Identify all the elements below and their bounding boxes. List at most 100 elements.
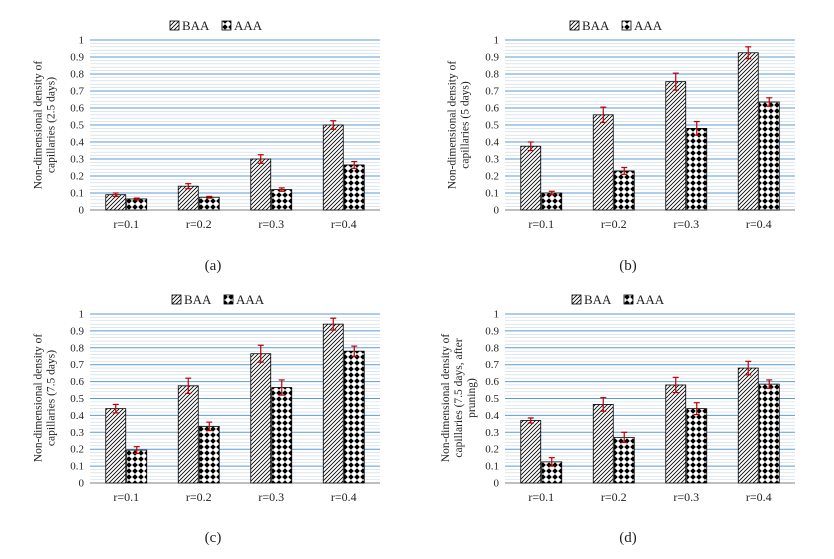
bar-aaa	[613, 436, 635, 484]
x-category-label: r=0.3	[258, 490, 284, 504]
x-category-label: r=0.1	[113, 217, 139, 231]
x-category-label: r=0.4	[331, 217, 357, 231]
legend-swatch-baa	[171, 294, 182, 305]
legend: BAA AAA	[569, 18, 663, 33]
bar-baa	[592, 404, 614, 484]
y-tick-label: 0	[79, 205, 85, 217]
bar-aaa	[343, 350, 365, 484]
x-category-label: r=0.4	[331, 490, 357, 504]
x-category-label: r=0.3	[258, 217, 284, 231]
y-axis-label: Non-dimensional density of	[440, 334, 452, 463]
legend-swatch-aaa	[621, 20, 632, 31]
error-bar	[672, 376, 679, 394]
bar-baa	[665, 81, 687, 211]
y-tick-label: 0.3	[70, 154, 84, 166]
error-bar	[133, 446, 140, 455]
y-tick-label: 0.4	[70, 410, 84, 422]
bar-aaa	[198, 425, 220, 484]
y-tick-label: 0.9	[70, 52, 84, 64]
bar-baa	[737, 52, 759, 211]
error-bar	[693, 120, 700, 136]
legend-label-baa: BAA	[584, 292, 612, 307]
error-bar	[257, 154, 264, 164]
error-bar	[257, 344, 264, 363]
panel-label: (d)	[619, 530, 637, 546]
y-tick-label: 0.2	[70, 444, 84, 456]
bar-baa	[177, 385, 199, 484]
y-tick-label: 0.8	[485, 342, 499, 354]
error-bar	[693, 402, 700, 416]
y-tick-label: 0.1	[485, 461, 499, 473]
y-tick-label: 1	[79, 35, 85, 47]
x-category-label: r=0.2	[601, 217, 627, 231]
legend: BAA AAA	[571, 292, 665, 307]
y-tick-label: 0.3	[485, 427, 499, 439]
legend-swatch-baa	[169, 20, 180, 31]
panel-label: (a)	[205, 258, 222, 274]
bar-baa	[665, 384, 687, 484]
y-tick-label: 0.3	[485, 154, 499, 166]
x-category-label: r=0.3	[673, 490, 699, 504]
bar-baa	[177, 185, 199, 211]
error-bar	[745, 46, 752, 60]
y-tick-label: 0.5	[70, 393, 84, 405]
y-axis-label: Non-dimensional density of	[33, 61, 45, 190]
bar-baa	[592, 114, 614, 211]
bar-aaa	[541, 192, 563, 211]
bar-baa	[520, 145, 542, 211]
x-category-label: r=0.3	[673, 217, 699, 231]
legend-swatch-baa	[569, 20, 580, 31]
bar-aaa	[686, 408, 708, 484]
bar-aaa	[758, 383, 780, 484]
y-tick-label: 0.7	[485, 86, 499, 98]
y-tick-label: 0.2	[485, 444, 499, 456]
bar-aaa	[343, 164, 365, 211]
legend-label-aaa: AAA	[636, 292, 665, 307]
y-axis-label: capillaries (7.5 days)	[46, 350, 58, 446]
y-tick-label: 0.5	[485, 393, 499, 405]
error-bar	[766, 379, 773, 389]
y-tick-label: 0.7	[70, 86, 84, 98]
y-tick-label: 0.2	[485, 171, 499, 183]
error-bar	[206, 195, 213, 199]
error-bar	[548, 457, 555, 467]
y-tick-label: 0.6	[70, 103, 84, 115]
x-category-label: r=0.1	[113, 490, 139, 504]
y-tick-label: 1	[494, 35, 500, 47]
error-bar	[330, 317, 337, 331]
y-tick-label: 0.5	[70, 120, 84, 132]
bar-baa	[250, 353, 272, 484]
bar-aaa	[686, 127, 708, 211]
y-tick-label: 0.6	[485, 376, 499, 388]
bar-aaa	[126, 449, 148, 484]
error-bar	[527, 141, 534, 152]
panel-label: (c)	[205, 530, 222, 546]
bar-baa	[322, 124, 344, 211]
y-tick-label: 0.2	[70, 171, 84, 183]
error-bar	[133, 197, 140, 201]
error-bar	[766, 97, 773, 107]
error-bar	[548, 190, 555, 196]
y-axis-label: pruning)	[466, 378, 478, 418]
y-tick-label: 0.5	[485, 120, 499, 132]
error-bar	[672, 72, 679, 91]
x-category-label: r=0.2	[186, 217, 212, 231]
error-bar	[112, 192, 119, 197]
legend: BAA AAA	[171, 292, 265, 307]
legend-label-aaa: AAA	[634, 18, 663, 33]
y-tick-label: 0.6	[70, 376, 84, 388]
y-axis-label: capillaries (5 days)	[460, 81, 472, 169]
y-tick-label: 0.4	[70, 137, 84, 149]
y-tick-label: 0.4	[485, 410, 499, 422]
legend: BAA AAA	[169, 18, 263, 33]
y-tick-label: 0.6	[485, 103, 499, 115]
error-bar	[278, 379, 285, 396]
y-tick-label: 0.7	[485, 359, 499, 371]
error-bar	[745, 360, 752, 376]
bar-aaa	[198, 196, 220, 211]
y-tick-label: 0	[494, 478, 500, 490]
bar-baa	[737, 367, 759, 484]
y-axis-label: Non-dimensional density of	[447, 61, 459, 190]
error-bar	[600, 106, 607, 124]
